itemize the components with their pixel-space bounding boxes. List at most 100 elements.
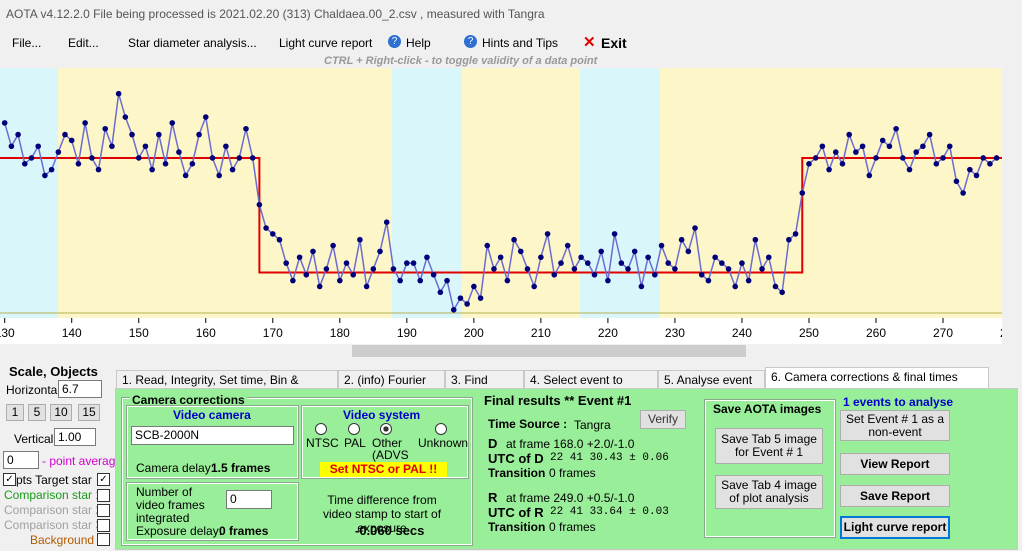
data-point: [397, 277, 403, 284]
data-point: [457, 295, 464, 301]
tab[interactable]: 4. Select event to analyse: [524, 370, 658, 405]
data-point: [832, 149, 839, 155]
checkbox[interactable]: [97, 504, 110, 517]
tab[interactable]: 3. Find events: [445, 370, 524, 405]
scale-button[interactable]: 5: [28, 404, 46, 421]
radio-label: NTSC: [306, 436, 339, 450]
integrated-select[interactable]: 0: [226, 490, 272, 509]
plot-background: [0, 68, 1002, 318]
x-tick-label: 210: [531, 326, 551, 340]
value: 22 41 33.64 ± 0.03: [550, 506, 669, 518]
lc-report-button[interactable]: Light curve report: [840, 516, 950, 539]
radio-label: PAL: [344, 436, 366, 450]
save-button[interactable]: Save Tab 5 image for Event # 1: [715, 428, 823, 464]
menu-item[interactable]: File...: [12, 36, 42, 50]
data-point: [28, 155, 35, 161]
data-point: [873, 155, 879, 161]
tab[interactable]: 5. Analyse event #1: [658, 370, 765, 405]
fit-line: [0, 156, 1002, 274]
help-icon: ?: [388, 35, 401, 48]
x-axis-area: [0, 318, 1002, 345]
data-point: [913, 149, 920, 155]
group-title: Save AOTA images: [713, 402, 822, 416]
checkbox[interactable]: [97, 519, 110, 532]
scroll-thumb[interactable]: [352, 345, 746, 357]
data-point: [122, 114, 129, 120]
save-report-button[interactable]: Save Report: [840, 485, 950, 507]
radio[interactable]: [348, 423, 360, 435]
save-button[interactable]: Save Tab 4 image of plot analysis: [715, 475, 823, 509]
data-point: [310, 248, 316, 255]
data-point: [517, 248, 524, 255]
data-point: [685, 248, 692, 255]
data-point: [578, 254, 584, 261]
menu-item[interactable]: Light curve report: [279, 36, 373, 50]
data-point: [256, 201, 263, 208]
menu-item[interactable]: Exit: [601, 35, 627, 51]
group-box: [126, 405, 299, 479]
data-point: [216, 172, 222, 179]
data-point: [558, 260, 564, 266]
radio[interactable]: [315, 423, 327, 435]
view-report-button[interactable]: View Report: [840, 453, 950, 475]
camera-select[interactable]: SCB-2000N: [131, 426, 294, 445]
data-point: [484, 242, 491, 249]
group-title: Video camera: [173, 408, 251, 422]
data-point: [652, 271, 658, 278]
data-point: [189, 160, 196, 167]
data-point: [973, 172, 980, 179]
label: D: [488, 436, 498, 451]
data-point: [531, 283, 537, 290]
data-point: [68, 137, 75, 144]
checkbox[interactable]: [97, 533, 110, 546]
data-point: [357, 236, 363, 243]
light-curve-plot[interactable]: 130 140 150 160 170 180 190 200 210 220 230 240 250 2…: [0, 68, 1002, 345]
data-point: [182, 172, 189, 179]
data-point: [115, 90, 122, 97]
group-box: [704, 399, 836, 538]
data-point: [390, 266, 397, 272]
scale-button[interactable]: 10: [50, 404, 72, 421]
data-point: [906, 166, 913, 173]
data-point: [765, 254, 772, 261]
data-point: [819, 143, 826, 150]
scale-button[interactable]: 15: [78, 404, 100, 421]
panel-title: Scale, Objects: [9, 364, 98, 379]
data-point: [806, 160, 812, 167]
data-point: [424, 254, 430, 261]
scale-button[interactable]: 1: [6, 404, 24, 421]
group-box: [301, 405, 469, 479]
object-label: Comparison star 2: [4, 503, 103, 517]
data-point: [1, 120, 8, 126]
non-event-button[interactable]: Set Event # 1 as a non-event: [840, 410, 950, 441]
object-label: Background: [30, 533, 95, 547]
point-average-select[interactable]: 0: [3, 451, 39, 469]
band: [392, 68, 462, 318]
tab-active[interactable]: 6. Camera corrections & final times Even…: [765, 367, 989, 402]
radio[interactable]: [435, 423, 447, 435]
data-point: [933, 160, 940, 167]
data-point: [866, 172, 873, 179]
data-point: [55, 149, 62, 155]
tab[interactable]: 1. Read, Integrity, Set time, Bin & norm…: [116, 370, 338, 405]
data-point: [330, 242, 336, 249]
menu-item[interactable]: Help: [406, 36, 431, 50]
verify-button[interactable]: Verify: [640, 410, 686, 429]
checkbox[interactable]: [97, 489, 110, 502]
data-point: [571, 266, 578, 272]
data-point: [879, 137, 886, 144]
checkbox[interactable]: ✓: [3, 473, 16, 486]
menu-item[interactable]: Edit...: [68, 36, 99, 50]
radio-checked[interactable]: [380, 423, 392, 435]
events-title: 1 events to analyse: [843, 395, 954, 409]
menu-item[interactable]: Hints and Tips: [482, 36, 559, 50]
data-point: [665, 260, 672, 266]
tab[interactable]: 2. (info) Fourier plot: [338, 370, 445, 405]
checkbox[interactable]: ✓: [97, 473, 110, 486]
data-point: [524, 266, 531, 272]
data-point: [377, 248, 383, 255]
data-point: [444, 277, 450, 284]
horizontal-input[interactable]: 6.7: [58, 380, 102, 398]
menu-item[interactable]: Star diameter analysis...: [128, 36, 257, 50]
vertical-input[interactable]: 1.00: [54, 428, 96, 446]
